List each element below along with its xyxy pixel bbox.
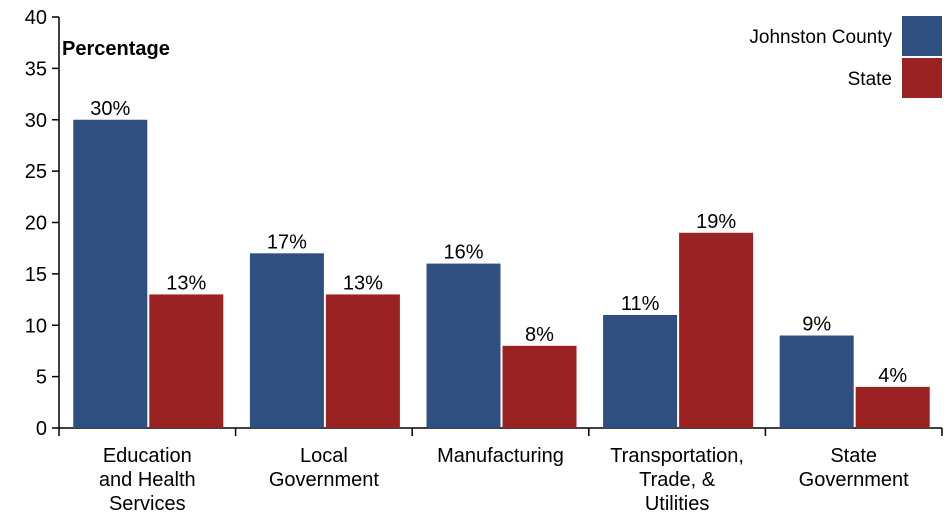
x-category-label: State Government bbox=[799, 445, 909, 491]
legend-swatch bbox=[902, 58, 942, 98]
x-category-label: Education and Health Services bbox=[99, 445, 196, 515]
bar-county bbox=[779, 335, 854, 428]
data-label: 13% bbox=[166, 272, 206, 294]
y-tick-label: 30 bbox=[25, 110, 47, 132]
bar-state bbox=[502, 345, 577, 428]
x-category-label: Manufacturing bbox=[437, 445, 564, 467]
bar-county bbox=[249, 253, 324, 428]
data-label: 30% bbox=[90, 98, 130, 120]
bar-state bbox=[149, 294, 224, 428]
y-tick-label: 25 bbox=[25, 161, 47, 183]
y-tick-label: 20 bbox=[25, 213, 47, 235]
legend: Johnston County State bbox=[749, 16, 942, 98]
y-tick-label: 0 bbox=[36, 418, 47, 440]
data-label: 17% bbox=[267, 231, 307, 253]
data-label: 16% bbox=[443, 242, 483, 264]
data-label: 8% bbox=[525, 324, 554, 346]
y-tick-label: 10 bbox=[25, 315, 47, 337]
y-tick-label: 15 bbox=[25, 264, 47, 286]
y-axis-title: Percentage bbox=[62, 38, 170, 60]
bar-county bbox=[73, 119, 148, 428]
bar-state bbox=[679, 232, 754, 428]
bar-county bbox=[603, 314, 678, 428]
labels-layer: 30% 13% Education and Health Services 17% 13% L… bbox=[90, 98, 909, 515]
legend-swatch bbox=[902, 16, 942, 56]
legend-label: State bbox=[848, 69, 892, 90]
bar-state bbox=[855, 386, 930, 428]
bar-state bbox=[325, 294, 400, 428]
x-category-label: Local Government bbox=[269, 445, 379, 491]
y-tick-label: 40 bbox=[25, 7, 47, 29]
x-category-label: Transportation, Trade, & Utilities bbox=[610, 445, 744, 515]
data-label: 13% bbox=[343, 272, 383, 294]
bar-county bbox=[426, 263, 501, 428]
bars-layer bbox=[73, 119, 930, 428]
data-label: 19% bbox=[696, 211, 736, 233]
data-label: 11% bbox=[621, 293, 660, 315]
y-tick-label: 5 bbox=[36, 367, 47, 389]
y-tick-label: 35 bbox=[25, 58, 47, 80]
legend-label: Johnston County bbox=[749, 27, 892, 48]
data-label: 9% bbox=[802, 314, 831, 336]
data-label: 4% bbox=[878, 365, 907, 387]
